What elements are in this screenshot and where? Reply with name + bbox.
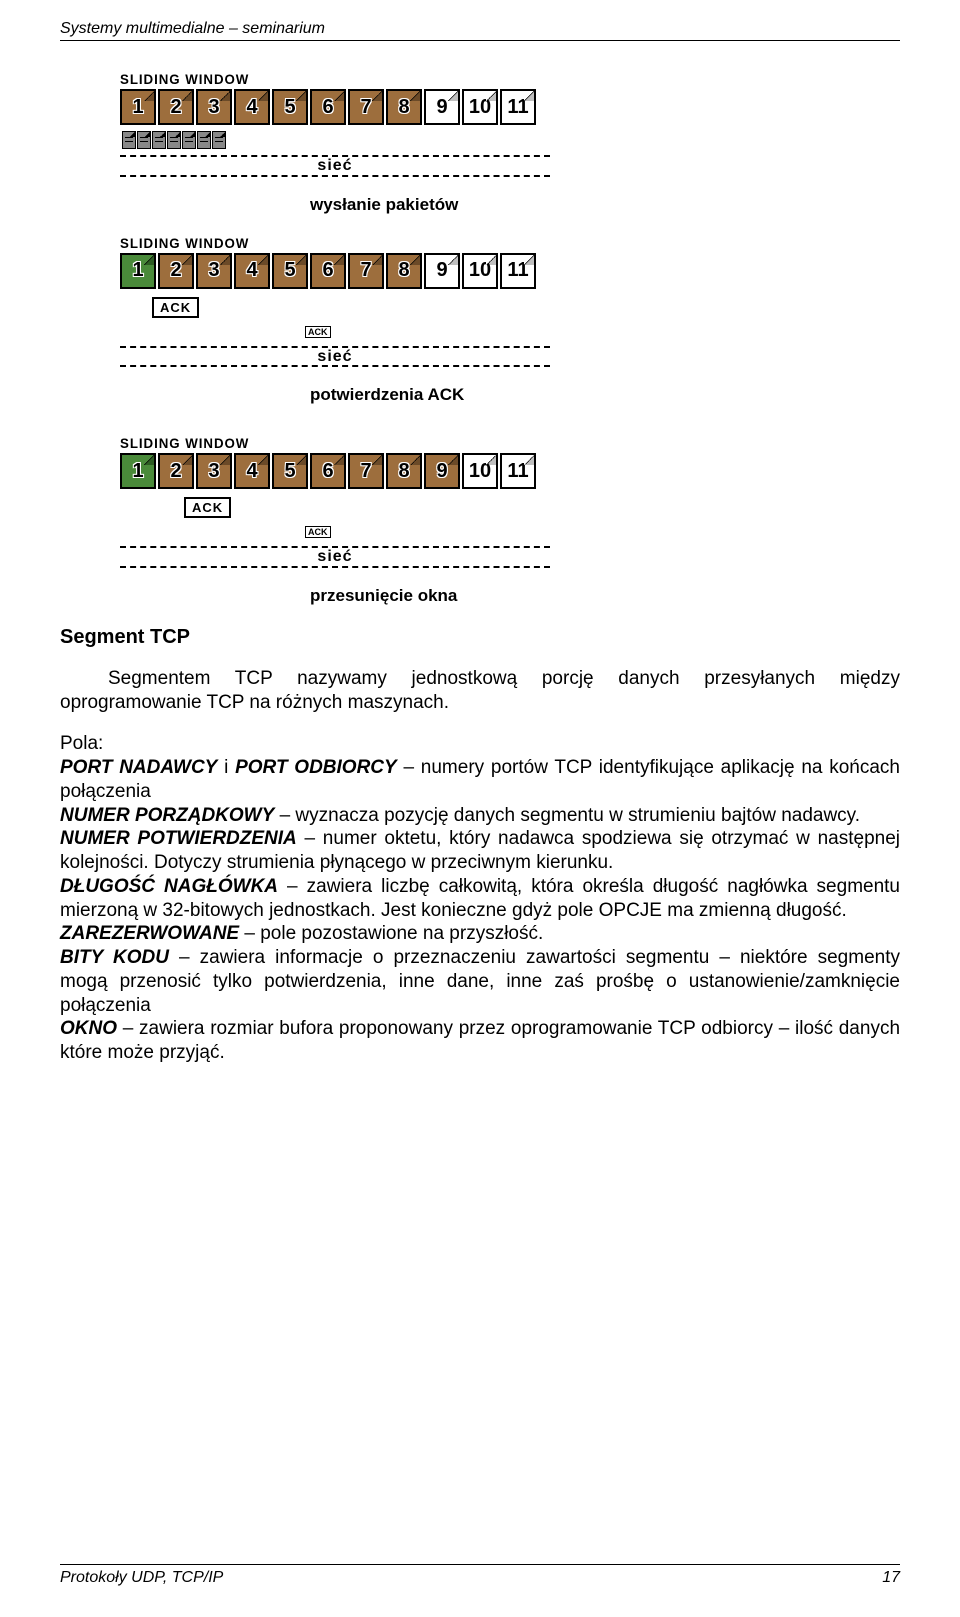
caption-1: wysłanie pakietów: [310, 195, 900, 215]
small-doc-icon: [167, 131, 181, 149]
block-8: 8: [386, 89, 422, 125]
small-doc-icon: [152, 131, 166, 149]
field-name-port-nadawcy: PORT NADAWCY: [60, 757, 217, 778]
ack-box: ACK: [152, 297, 199, 318]
pola-label: Pola:: [60, 732, 900, 756]
segment-title: Segment TCP: [60, 626, 900, 649]
block-3: 3: [196, 253, 232, 289]
small-doc-icon: [182, 131, 196, 149]
block-strip-1: 1234567891011: [120, 89, 900, 125]
field-okno: OKNO – zawiera rozmiar bufora proponowan…: [60, 1017, 900, 1065]
footer-right: 17: [882, 1569, 900, 1587]
block-11: 11: [500, 453, 536, 489]
block-5: 5: [272, 253, 308, 289]
block-3: 3: [196, 453, 232, 489]
block-5: 5: [272, 453, 308, 489]
block-4: 4: [234, 453, 270, 489]
field-numer-porz-desc: – wyznacza pozycję danych segmentu w str…: [280, 805, 861, 826]
field-numer-potw: NUMER POTWIERDZENIA – numer oktetu, któr…: [60, 827, 900, 875]
field-name-dlugosc: DŁUGOŚĆ NAGŁÓWKA: [60, 876, 278, 897]
block-4: 4: [234, 89, 270, 125]
ack-small-box: ACK: [305, 326, 331, 338]
siec-bar: sieć: [120, 546, 550, 568]
ack-box: ACK: [184, 497, 231, 518]
siec-bar: sieć: [120, 155, 550, 177]
block-10: 10: [462, 89, 498, 125]
block-7: 7: [348, 89, 384, 125]
block-10: 10: [462, 253, 498, 289]
sliding-window-label: SLIDING WINDOW: [120, 435, 861, 451]
sliding-window-label: SLIDING WINDOW: [120, 235, 861, 251]
block-1: 1: [120, 89, 156, 125]
block-2: 2: [158, 253, 194, 289]
field-numer-porz: NUMER PORZĄDKOWY – wyznacza pozycję dany…: [60, 804, 900, 828]
diagram-1: SLIDING WINDOW 1234567891011 sieć: [120, 71, 900, 177]
field-name-numer-potw: NUMER POTWIERDZENIA: [60, 828, 297, 849]
block-9: 9: [424, 253, 460, 289]
block-11: 11: [500, 253, 536, 289]
block-9: 9: [424, 453, 460, 489]
field-name-port-odbiorcy: PORT ODBIORCY: [235, 757, 397, 778]
field-bity: BITY KODU – zawiera informacje o przezna…: [60, 946, 900, 1017]
block-2: 2: [158, 453, 194, 489]
field-name-numer-porz: NUMER PORZĄDKOWY: [60, 805, 274, 826]
field-name-zarez: ZAREZERWOWANE: [60, 923, 239, 944]
page-header: Systemy multimedialne – seminarium: [60, 20, 900, 41]
block-8: 8: [386, 253, 422, 289]
small-doc-icon: [137, 131, 151, 149]
small-doc-icon: [212, 131, 226, 149]
field-zarez: ZAREZERWOWANE – pole pozostawione na prz…: [60, 922, 900, 946]
page-footer: Protokoły UDP, TCP/IP 17: [60, 1564, 900, 1587]
field-port: PORT NADAWCY i PORT ODBIORCY – numery po…: [60, 756, 900, 804]
sliding-window-label: SLIDING WINDOW: [120, 71, 861, 87]
caption-3: przesunięcie okna: [310, 586, 900, 606]
diagram-3: SLIDING WINDOW 1234567891011 ACK ACK sie…: [120, 435, 900, 568]
block-8: 8: [386, 453, 422, 489]
block-4: 4: [234, 253, 270, 289]
block-11: 11: [500, 89, 536, 125]
block-6: 6: [310, 453, 346, 489]
block-1: 1: [120, 253, 156, 289]
small-doc-icon: [122, 131, 136, 149]
footer-left: Protokoły UDP, TCP/IP: [60, 1569, 223, 1587]
field-bity-desc: – zawiera informacje o przeznaczeniu zaw…: [60, 947, 900, 1016]
ack-small-box: ACK: [305, 526, 331, 538]
block-10: 10: [462, 453, 498, 489]
block-2: 2: [158, 89, 194, 125]
small-docs-row: [122, 131, 900, 149]
block-7: 7: [348, 453, 384, 489]
block-1: 1: [120, 453, 156, 489]
field-zarez-desc: – pole pozostawione na przyszłość.: [244, 923, 543, 944]
intro-paragraph: Segmentem TCP nazywamy jednostkową porcj…: [60, 667, 900, 715]
caption-2: potwierdzenia ACK: [310, 385, 900, 405]
field-dlugosc: DŁUGOŚĆ NAGŁÓWKA – zawiera liczbę całkow…: [60, 875, 900, 923]
block-9: 9: [424, 89, 460, 125]
field-name-bity: BITY KODU: [60, 947, 169, 968]
block-strip-3: 1234567891011: [120, 453, 900, 489]
block-5: 5: [272, 89, 308, 125]
siec-bar: sieć: [120, 346, 550, 368]
field-okno-desc: – zawiera rozmiar bufora proponowany prz…: [60, 1018, 900, 1063]
field-name-okno: OKNO: [60, 1018, 117, 1039]
block-strip-2: 1234567891011: [120, 253, 900, 289]
block-3: 3: [196, 89, 232, 125]
block-6: 6: [310, 253, 346, 289]
block-6: 6: [310, 89, 346, 125]
block-7: 7: [348, 253, 384, 289]
small-doc-icon: [197, 131, 211, 149]
diagram-2: SLIDING WINDOW 1234567891011 ACK ACK sie…: [120, 235, 900, 368]
